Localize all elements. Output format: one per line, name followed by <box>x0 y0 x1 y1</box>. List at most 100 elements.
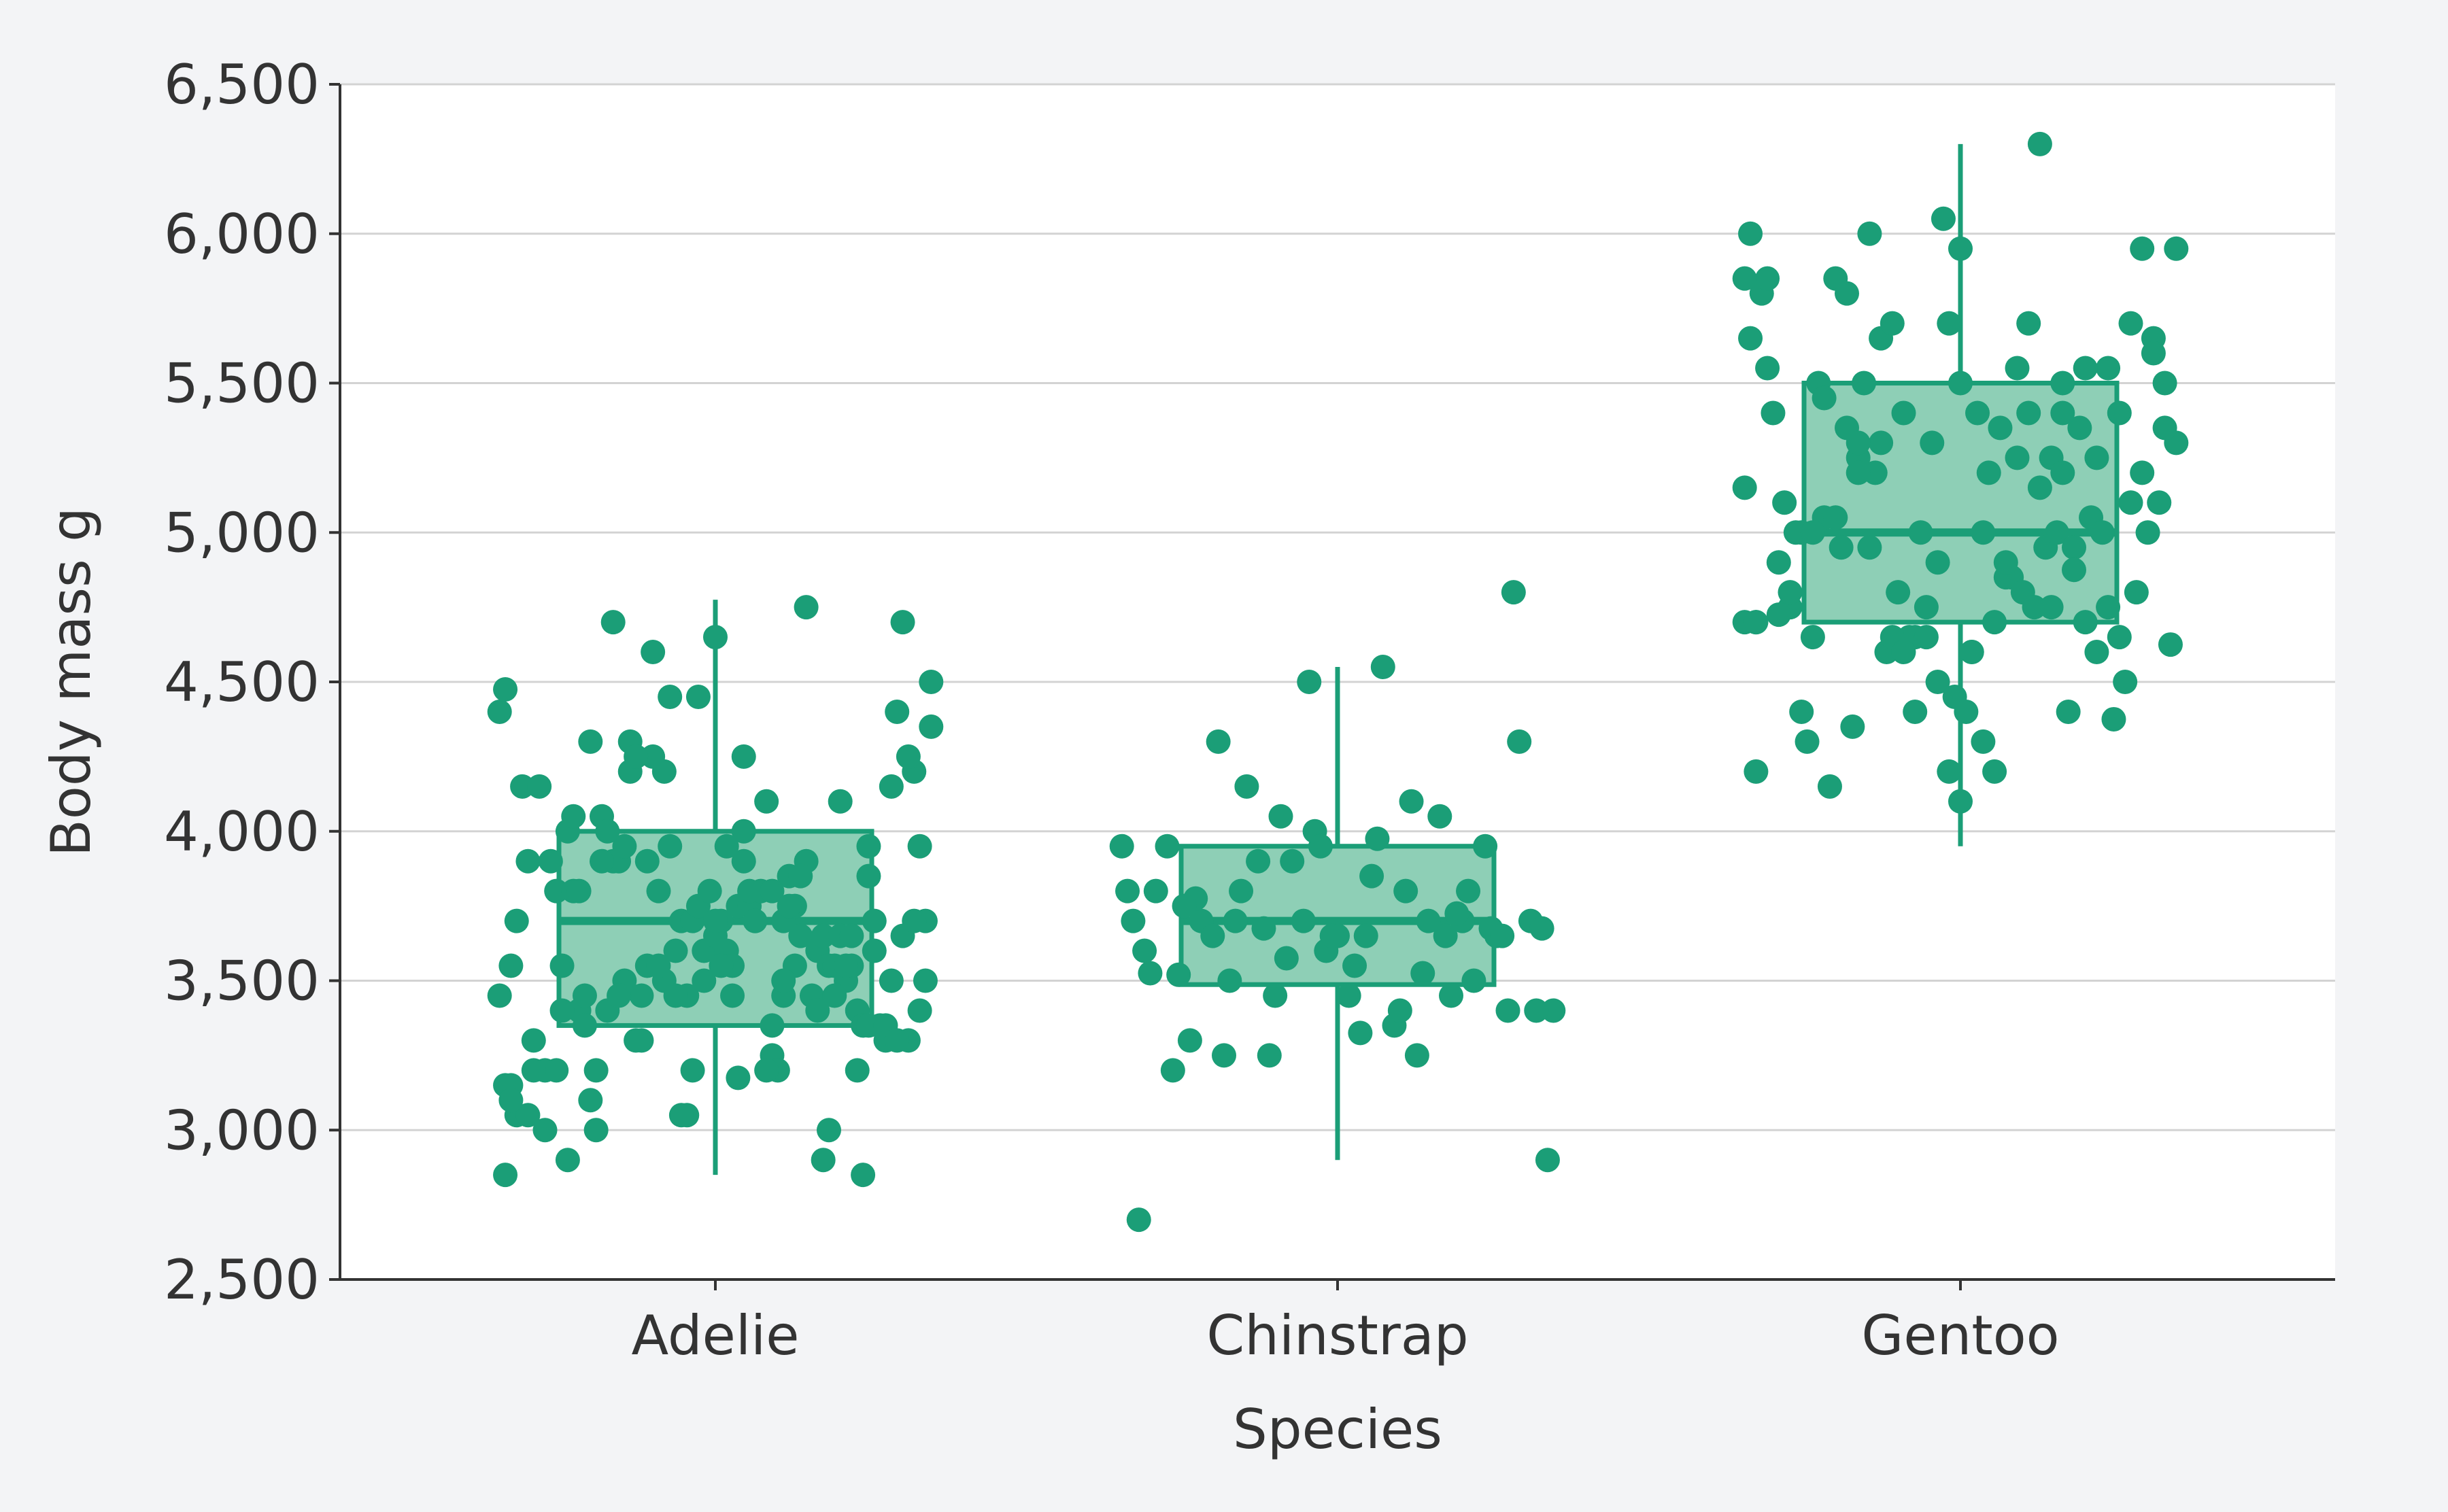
point-adelie <box>538 848 563 874</box>
point-adelie <box>487 699 512 724</box>
point-gentoo <box>1891 640 1916 665</box>
point-chinstrap <box>1206 729 1231 754</box>
point-adelie <box>839 923 864 948</box>
point-gentoo <box>2084 640 2109 665</box>
point-adelie <box>680 1058 705 1083</box>
point-adelie <box>731 744 756 769</box>
point-adelie <box>726 1065 751 1090</box>
point-adelie <box>658 834 683 859</box>
y-tick-label: 3,000 <box>164 1099 320 1162</box>
point-gentoo <box>1772 490 1797 515</box>
point-adelie <box>885 699 910 724</box>
point-adelie <box>572 1013 597 1038</box>
point-adelie <box>902 908 927 933</box>
point-gentoo <box>1863 460 1888 485</box>
point-chinstrap <box>1280 848 1305 874</box>
point-gentoo <box>2113 670 2138 694</box>
point-adelie <box>583 1118 609 1143</box>
point-adelie <box>811 923 836 948</box>
point-adelie <box>851 1163 876 1188</box>
point-gentoo <box>1914 625 1939 650</box>
point-gentoo <box>1795 729 1820 754</box>
point-chinstrap <box>1212 1043 1236 1068</box>
point-gentoo <box>1869 430 1894 456</box>
point-gentoo <box>1908 520 1933 545</box>
point-gentoo <box>1755 356 1780 381</box>
point-gentoo <box>2096 595 2121 620</box>
y-ticks: 2,500 3,000 3,500 4,000 4,500 5,000 5,500 6,000… <box>164 53 340 1311</box>
data-points <box>487 131 2189 1233</box>
point-adelie <box>720 983 745 1008</box>
point-gentoo <box>1880 311 1905 336</box>
point-chinstrap <box>1444 901 1469 926</box>
point-adelie <box>817 1118 841 1143</box>
point-chinstrap <box>1126 1207 1151 1233</box>
point-adelie <box>822 983 847 1008</box>
point-adelie <box>879 774 904 799</box>
point-gentoo <box>1948 789 1973 814</box>
point-chinstrap <box>1416 908 1441 933</box>
point-gentoo <box>1965 400 1990 426</box>
point-gentoo <box>1925 550 1950 575</box>
point-chinstrap <box>1404 1043 1429 1068</box>
point-gentoo <box>1971 729 1996 754</box>
point-adelie <box>862 908 887 933</box>
point-gentoo <box>1971 520 1996 545</box>
point-gentoo <box>2090 520 2115 545</box>
point-chinstrap <box>1370 655 1395 680</box>
point-gentoo <box>2107 625 2132 650</box>
point-gentoo <box>2050 400 2075 426</box>
point-gentoo <box>1988 415 2013 441</box>
point-chinstrap <box>1166 962 1191 987</box>
point-adelie <box>737 878 762 904</box>
point-chinstrap <box>1246 848 1271 874</box>
x-tick-label-adelie: Adelie <box>632 1304 800 1367</box>
point-chinstrap <box>1535 1148 1560 1173</box>
point-chinstrap <box>1109 834 1134 859</box>
point-chinstrap <box>1365 826 1390 851</box>
point-gentoo <box>1931 206 1956 231</box>
x-tick-label-chinstrap: Chinstrap <box>1206 1304 1468 1367</box>
point-gentoo <box>1817 774 1842 799</box>
point-gentoo <box>2130 236 2155 261</box>
point-adelie <box>498 1088 524 1113</box>
point-gentoo <box>1993 550 2018 575</box>
point-gentoo <box>2147 490 2172 515</box>
point-chinstrap <box>1359 863 1384 889</box>
point-gentoo <box>1948 236 1973 261</box>
point-chinstrap <box>1461 968 1486 993</box>
point-gentoo <box>2050 371 2075 396</box>
point-chinstrap <box>1160 1058 1185 1083</box>
point-adelie <box>493 676 518 702</box>
point-gentoo <box>2005 356 2030 381</box>
point-adelie <box>544 878 569 904</box>
y-tick-label: 4,500 <box>164 651 320 714</box>
point-chinstrap <box>1439 983 1463 1008</box>
point-adelie <box>634 848 660 874</box>
y-tick-label: 2,500 <box>164 1248 320 1311</box>
point-adelie <box>515 848 541 874</box>
point-chinstrap <box>1399 789 1424 814</box>
point-gentoo <box>2062 535 2086 560</box>
point-gentoo <box>1829 535 1854 560</box>
point-adelie <box>754 1058 779 1083</box>
point-chinstrap <box>1456 878 1481 904</box>
point-adelie <box>566 878 592 904</box>
point-gentoo <box>2158 632 2183 657</box>
point-gentoo <box>1925 670 1950 694</box>
point-gentoo <box>1959 640 1984 665</box>
point-adelie <box>703 625 728 650</box>
point-gentoo <box>2027 131 2052 156</box>
point-gentoo <box>2073 610 2098 635</box>
point-gentoo <box>2107 400 2132 426</box>
point-adelie <box>919 670 944 694</box>
point-gentoo <box>1755 266 1780 291</box>
point-adelie <box>549 998 575 1023</box>
point-adelie <box>646 953 671 978</box>
point-adelie <box>663 983 688 1008</box>
point-gentoo <box>1954 699 1979 724</box>
y-tick-label: 6,000 <box>164 203 320 266</box>
point-chinstrap <box>1291 908 1316 933</box>
point-adelie <box>487 983 512 1008</box>
point-chinstrap <box>1501 580 1526 605</box>
